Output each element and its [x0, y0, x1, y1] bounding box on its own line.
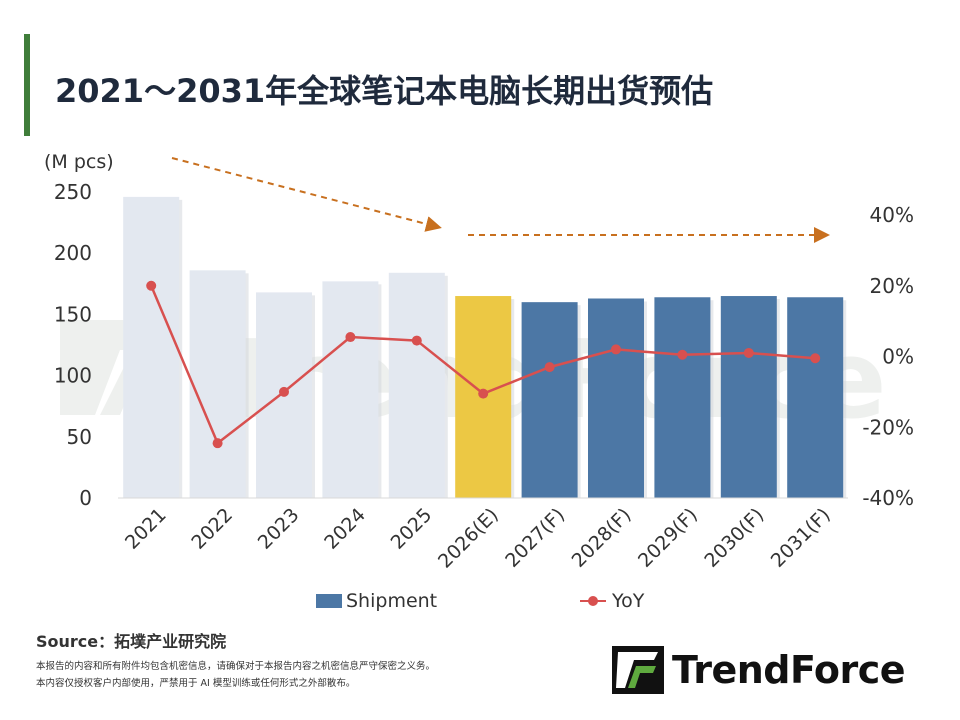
legend-label-yoy: YoY	[612, 590, 645, 612]
yoy-point-2028(F)	[611, 344, 621, 355]
bar-2025	[388, 272, 445, 498]
x-tick-label: 2023	[254, 504, 304, 554]
trendforce-logo: TrendForce	[612, 646, 932, 696]
y-tick-label: 0	[79, 486, 92, 510]
legend-item-shipment: Shipment	[316, 588, 437, 614]
legend-label-shipment: Shipment	[346, 590, 438, 612]
x-tick-label: 2026(E)	[434, 504, 503, 573]
y2-tick-label: 0%	[882, 345, 914, 369]
yoy-point-2023	[279, 386, 289, 397]
x-tick-label: 2022	[187, 504, 237, 554]
trend-arrows	[171, 157, 830, 243]
yoy-point-2024	[345, 332, 356, 343]
disclaimer-line-1: 本报告的内容和所有附件均包含机密信息，请确保对于本报告内容之机密信息严守保密之义…	[36, 661, 436, 672]
bar-2027(F)	[521, 302, 578, 498]
bar-2021	[123, 196, 180, 498]
y-tick-label: 100	[54, 364, 92, 388]
source-note: Source：拓墣产业研究院	[36, 632, 227, 651]
legend-bar-swatch	[316, 594, 342, 608]
x-tick-label: 2024	[320, 504, 370, 554]
x-tick-label: 2028(F)	[568, 504, 636, 572]
yoy-point-2031(F)	[810, 353, 821, 364]
x-tick-label: 2021	[121, 504, 171, 554]
page-title: 2021～2031年全球笔记本电脑长期出货预估	[55, 72, 714, 110]
yoy-point-2025	[411, 335, 422, 346]
y-axis-unit-label: (M pcs)	[44, 151, 114, 173]
y-tick-label: 50	[67, 425, 92, 449]
yoy-point-2022	[212, 438, 223, 449]
yoy-point-2021	[146, 280, 157, 291]
yoy-point-2029(F)	[677, 349, 688, 360]
trendforce-logo-text: TrendForce	[672, 648, 906, 692]
x-tick-label: 2031(F)	[767, 504, 835, 572]
y2-tick-label: 40%	[870, 203, 914, 227]
legend-item-yoy: YoY	[580, 588, 644, 614]
yoy-point-2026(E)	[478, 388, 489, 399]
bar-2030(F)	[720, 296, 777, 498]
y2-tick-label: -20%	[862, 415, 914, 439]
bar-2029(F)	[654, 297, 711, 498]
x-tick-label: 2025	[387, 504, 437, 554]
y-tick-label: 150	[54, 302, 92, 326]
y2-tick-label: 20%	[870, 274, 914, 298]
yoy-point-2027(F)	[544, 362, 555, 373]
bar-2028(F)	[588, 298, 644, 498]
legend-line-swatch	[580, 594, 606, 608]
bar-2022	[189, 270, 246, 498]
y2-tick-label: -40%	[862, 486, 914, 510]
disclaimer-line-2: 本内容仅授权客户内部使用，严禁用于 AI 模型训练或任何形式之外部散布。	[36, 678, 356, 689]
y-tick-label: 250	[54, 180, 92, 204]
chart-legend: Shipment YoY	[0, 588, 960, 614]
trend-arrow-decline	[171, 157, 442, 232]
y-tick-label: 200	[54, 241, 92, 265]
x-tick-label: 2030(F)	[700, 504, 768, 572]
x-tick-label: 2029(F)	[634, 504, 702, 572]
bar-2031(F)	[787, 297, 844, 498]
x-tick-label: 2027(F)	[501, 504, 569, 572]
yoy-point-2030(F)	[743, 347, 754, 358]
trendforce-logo-icon	[612, 646, 664, 694]
bar-2024	[322, 281, 379, 498]
title-accent-bar	[24, 34, 30, 136]
